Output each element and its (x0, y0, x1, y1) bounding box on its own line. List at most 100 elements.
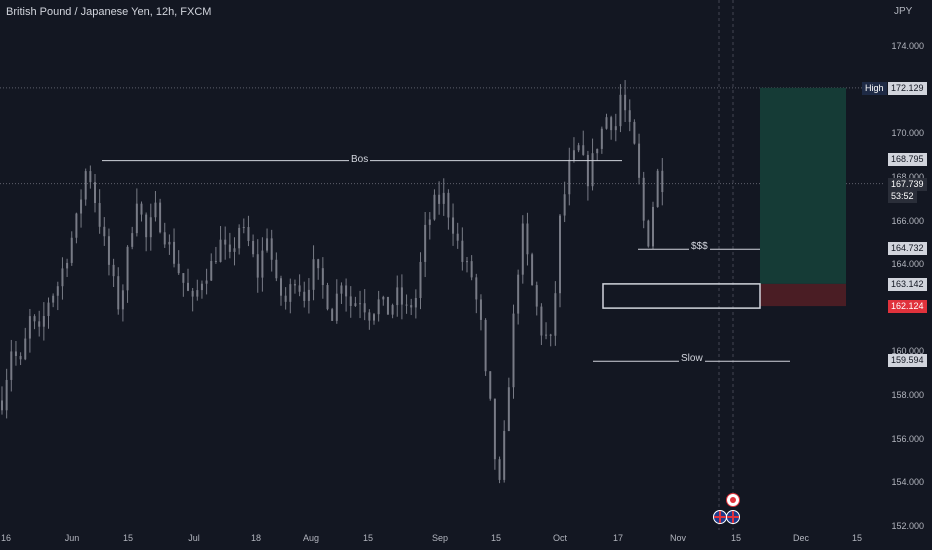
candle-body (233, 248, 236, 252)
candle-body (405, 304, 408, 306)
currency-label: JPY (894, 6, 913, 17)
candle-body (149, 217, 152, 238)
candle-body (289, 284, 292, 302)
candle-body (103, 226, 106, 237)
uk-flag-icon[interactable] (726, 510, 740, 524)
time-tick-label: Jun (64, 533, 80, 543)
candle-body (205, 280, 208, 284)
event-marker-icon[interactable] (726, 493, 740, 507)
candle-body (340, 285, 343, 294)
candle-body (652, 206, 654, 247)
candle-body (298, 285, 301, 292)
candle-body (293, 284, 296, 286)
candle-body (159, 202, 162, 233)
candle-body (107, 236, 110, 265)
candle-body (373, 314, 375, 321)
candle-body (252, 240, 255, 255)
price-tick-label: 156.000 (891, 433, 924, 444)
candle-body (321, 268, 324, 286)
candle-body (559, 215, 561, 294)
time-tick-label: 18 (250, 533, 262, 543)
uk-flag-icon[interactable] (713, 510, 727, 524)
candle-body (28, 316, 31, 339)
candle-body (610, 117, 613, 131)
candle-body (400, 287, 403, 305)
candle-body (238, 227, 241, 249)
time-tick-label: 15 (851, 533, 863, 543)
slow-price-tag: 159.594 (888, 354, 927, 367)
time-tick-label: 15 (362, 533, 374, 543)
candle-body (173, 241, 176, 264)
candle-body (596, 148, 599, 154)
high-label-tag: High (862, 82, 887, 95)
candle-body (517, 274, 520, 314)
candle-body (126, 246, 129, 291)
candle-body (540, 306, 543, 336)
slow-label[interactable]: Slow (679, 353, 705, 364)
candle-body (196, 290, 199, 297)
candle-body (228, 244, 231, 252)
bos-price-tag: 168.795 (888, 153, 927, 166)
candle-body (349, 296, 352, 306)
candle-body (396, 287, 399, 306)
candle-body (391, 305, 394, 315)
candle-body (335, 293, 338, 321)
candle-body (424, 224, 427, 262)
candle-body (386, 296, 389, 315)
candle-body (572, 150, 575, 160)
candle-body (363, 303, 366, 313)
sss-label[interactable]: $$$ (689, 241, 710, 252)
candle-body (470, 261, 473, 278)
entry-price-tag: 163.142 (888, 278, 927, 291)
candle-body (224, 239, 227, 245)
candle-body (131, 233, 134, 247)
candle-body (145, 214, 148, 238)
candle-body (577, 145, 580, 151)
candle-body (200, 283, 203, 291)
candle-body (614, 126, 617, 131)
candle-body (419, 261, 422, 299)
candle-body (80, 199, 83, 214)
candle-body (121, 290, 124, 310)
candle-body (591, 153, 594, 187)
price-tick-label: 160.000 (891, 346, 924, 357)
price-tick-label: 166.000 (891, 215, 924, 226)
candle-body (24, 338, 27, 360)
candle-body (475, 277, 478, 300)
price-tick-label: 164.000 (891, 259, 924, 270)
current-price-tag: 167.739 (888, 178, 927, 191)
candle-body (280, 278, 282, 296)
time-tick-label: Nov (669, 533, 687, 543)
candle-body (177, 263, 180, 274)
candle-body (442, 192, 445, 204)
order-block-rectangle (602, 283, 761, 309)
candle-body (266, 238, 269, 251)
candle-body (66, 262, 69, 269)
candle-body (135, 203, 138, 234)
candle-body (479, 299, 482, 320)
candle-body (112, 264, 115, 277)
candle-body (428, 219, 431, 225)
time-tick-label: Dec (792, 533, 810, 543)
symbol-title[interactable]: British Pound / Japanese Yen, 12h, FXCM (6, 6, 212, 18)
sss-price-tag: 164.732 (888, 242, 927, 255)
candle-body (498, 459, 501, 480)
candle-body (19, 355, 22, 360)
candle-body (452, 217, 455, 234)
candle-body (154, 202, 157, 218)
candle-body (354, 303, 357, 306)
bos-label[interactable]: Bos (349, 154, 371, 165)
candle-body (307, 289, 310, 301)
candle-body (303, 291, 306, 301)
time-tick-label: 15 (490, 533, 502, 543)
price-tick-label: 170.000 (891, 128, 924, 139)
price-tick-label: 174.000 (891, 41, 924, 51)
candle-body (414, 298, 417, 308)
candle-body (535, 285, 538, 307)
candle-body (219, 239, 222, 262)
candle-body (275, 259, 278, 279)
candle-body (10, 351, 13, 380)
time-tick-label: Jul (188, 533, 200, 543)
